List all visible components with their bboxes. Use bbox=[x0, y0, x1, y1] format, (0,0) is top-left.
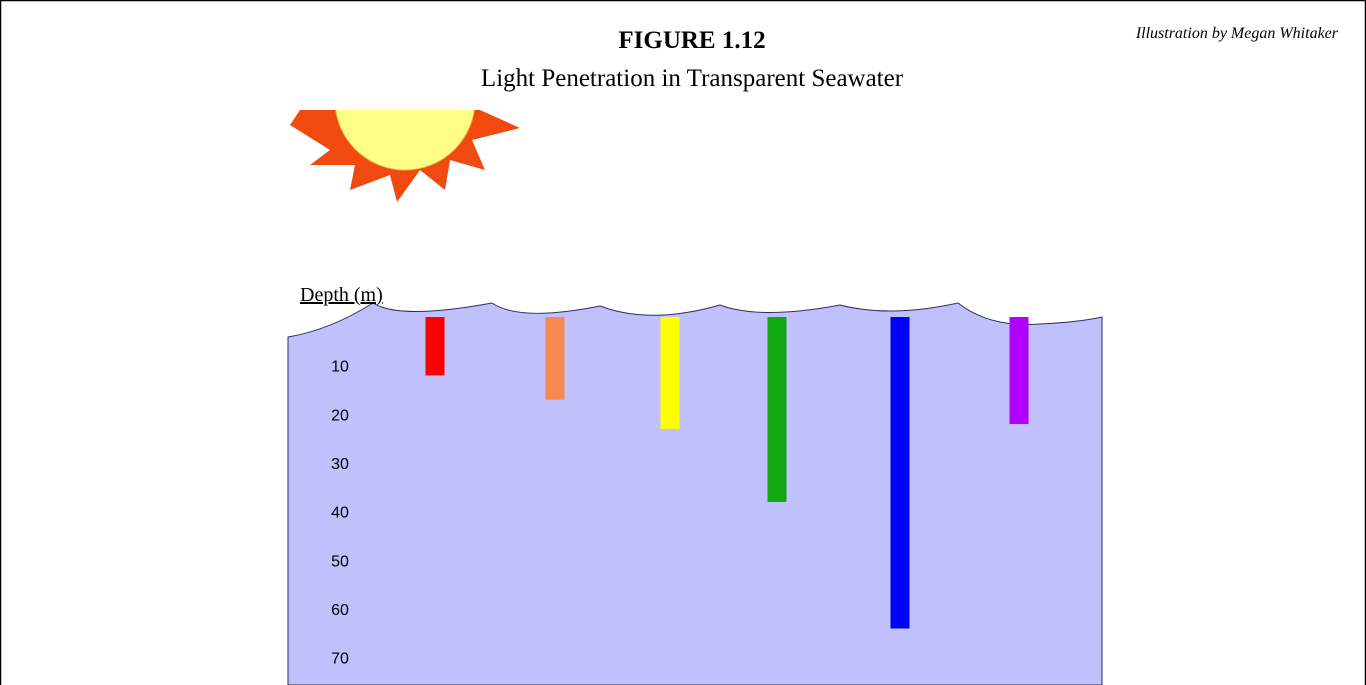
y-tick-label: 60 bbox=[331, 602, 349, 619]
y-tick-label: 10 bbox=[331, 359, 349, 376]
y-tick-label: 20 bbox=[331, 407, 349, 424]
bar bbox=[1010, 317, 1029, 424]
bar bbox=[768, 317, 787, 502]
chart-subtitle: Light Penetration in Transparent Seawate… bbox=[481, 65, 904, 92]
y-axis-label: Depth (m) bbox=[300, 284, 383, 306]
y-tick-label: 70 bbox=[331, 651, 349, 668]
bar bbox=[661, 317, 680, 429]
y-tick-label: 50 bbox=[331, 553, 349, 570]
bar bbox=[426, 317, 445, 375]
y-tick-label: 30 bbox=[331, 456, 349, 473]
water bbox=[288, 303, 1102, 685]
chart: FIGURE 1.12 Light Penetration in Transpa… bbox=[0, 0, 1366, 685]
bar bbox=[891, 317, 910, 628]
y-tick-label: 40 bbox=[331, 505, 349, 522]
chart-title: FIGURE 1.12 bbox=[618, 27, 765, 54]
bar bbox=[546, 317, 565, 400]
credit: Illustration by Megan Whitaker bbox=[1135, 25, 1339, 42]
sun bbox=[290, 30, 520, 202]
